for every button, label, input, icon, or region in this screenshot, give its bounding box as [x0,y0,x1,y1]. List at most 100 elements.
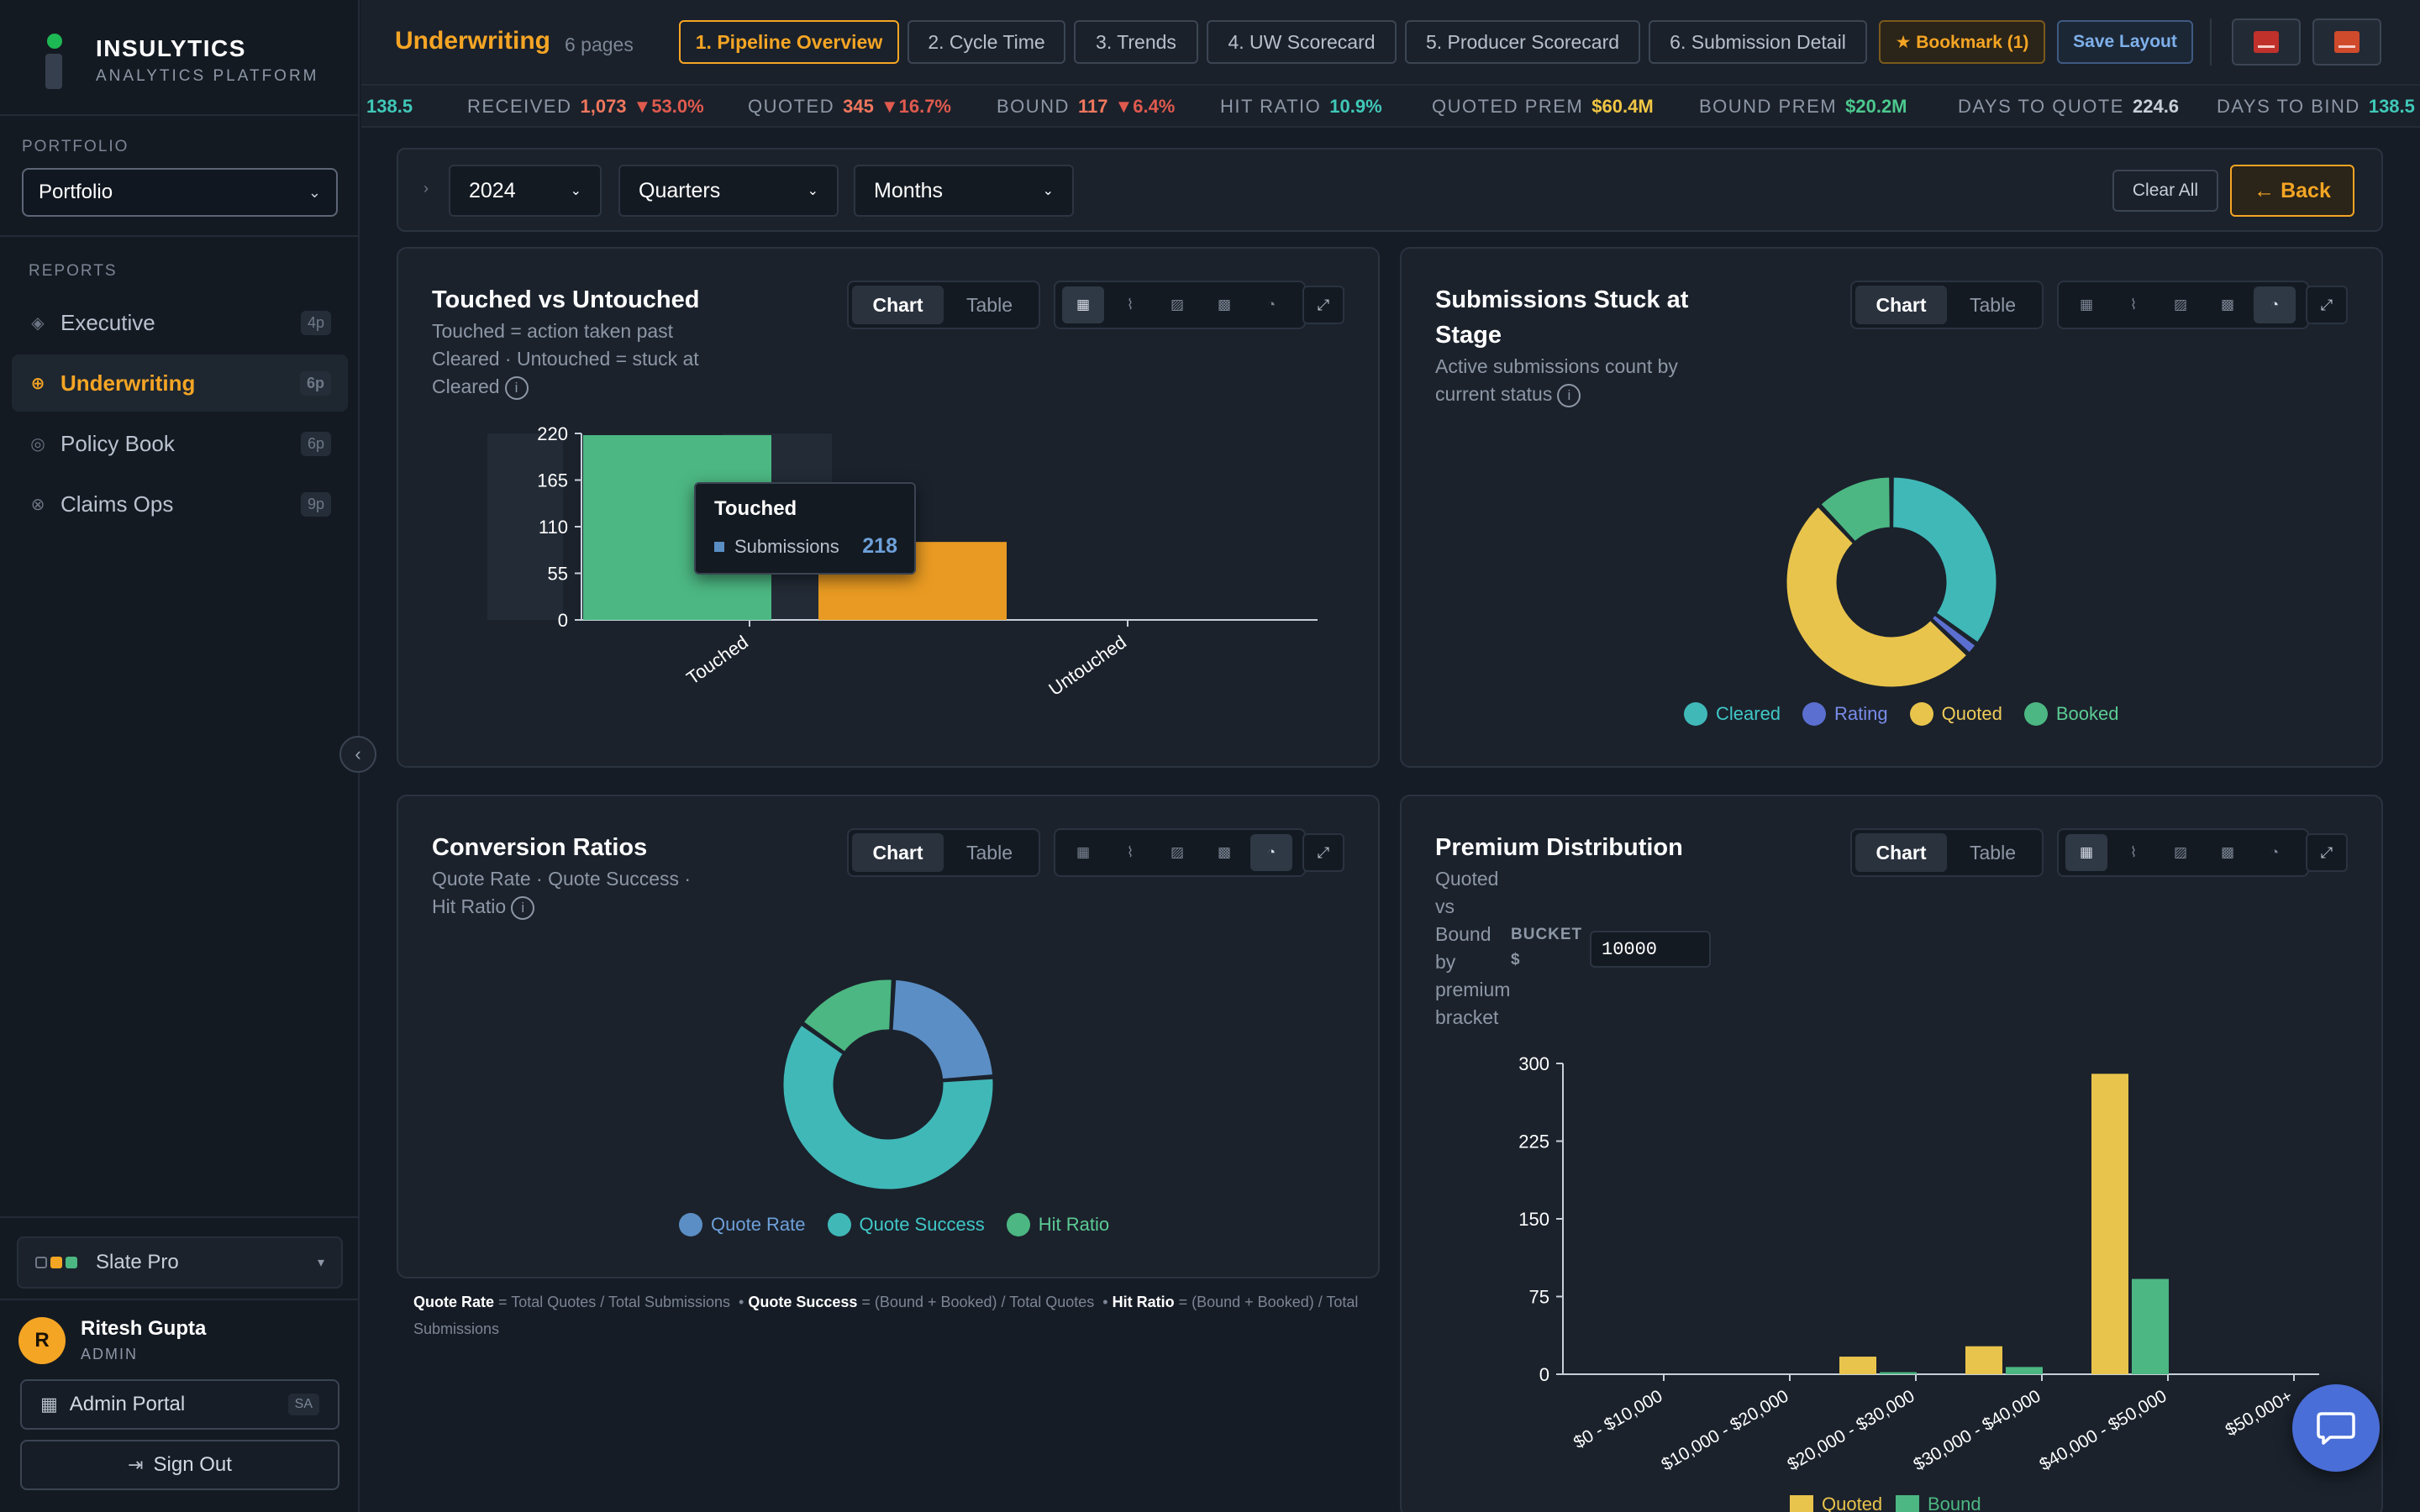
back-button[interactable]: ← Back [2230,165,2354,217]
donut-slice-hit-ratio [800,977,894,1055]
sign-out-label: Sign Out [153,1453,232,1476]
year-select-value: 2024 [469,178,516,202]
expand-button[interactable]: ⤢ [1302,286,1344,324]
year-select[interactable]: 2024 ⌄ [449,165,602,217]
card-subtitle-line: Cleared i [432,373,699,401]
table-view-button[interactable]: Table [1970,293,2016,316]
tab-cycle-time[interactable]: 2. Cycle Time [908,20,1065,64]
theme-select[interactable]: Slate Pro ▾ [17,1236,343,1289]
admin-portal-button[interactable]: ▦ Admin Portal SA [20,1379,339,1430]
formula-term: Quote Rate [413,1294,495,1310]
collapse-sidebar-button[interactable]: ‹ [339,736,376,773]
y-tick-label: 110 [539,517,568,538]
sidebar-item-policy-book[interactable]: ◎ Policy Book 6p [12,415,348,472]
bar-chart-icon[interactable]: ▦ [2065,834,2107,871]
formula-definition: = (Bound + Booked) / Total Submissions [413,1294,1359,1337]
area-chart-icon[interactable]: ▨ [1170,297,1185,312]
sidebar-item-executive[interactable]: ◈ Executive 4p [12,294,348,351]
table-view-button[interactable]: Table [966,841,1013,864]
donut-chart-icon[interactable]: ◔ [2270,844,2280,860]
y-tick-label: 300 [1518,1053,1549,1074]
bookmark-button[interactable]: ★ Bookmark (1) [1879,20,2045,64]
tooltip-row: Submissions [714,536,839,558]
donut-chart-icon[interactable]: ◔ [1250,834,1292,871]
months-select[interactable]: Months ⌄ [854,165,1074,217]
sidebar: INSULYTICS ANALYTICS PLATFORM PORTFOLIO … [0,0,360,1512]
admin-portal-label: Admin Portal [69,1393,186,1415]
quarters-select[interactable]: Quarters ⌄ [618,165,839,217]
table-view-button[interactable]: Table [966,293,1013,316]
export-ppt-button[interactable] [2312,18,2381,66]
bar-chart-icon[interactable]: ▦ [2079,297,2094,312]
info-icon[interactable]: i [504,375,529,400]
card-subtitle-text: current status [1435,383,1553,405]
brand-tagline: ANALYTICS PLATFORM [96,67,319,85]
legend-item[interactable]: Quote Rate [679,1213,806,1236]
stacked-chart-icon[interactable]: ▩ [2220,844,2235,860]
tab-uw-scorecard[interactable]: 4. UW Scorecard [1207,20,1397,64]
donut-slice-cleared [1891,475,1999,646]
sign-out-button[interactable]: ⇥ Sign Out [20,1440,339,1490]
export-pdf-button[interactable] [2232,18,2301,66]
expand-button[interactable]: ⤢ [2306,286,2348,324]
legend-swatch [827,1213,851,1236]
y-tick-label: 165 [537,470,568,491]
page-count-badge: 4p [300,310,331,335]
stacked-chart-icon[interactable]: ▩ [1217,297,1232,312]
area-chart-icon[interactable]: ▨ [1170,844,1185,860]
bar-chart-icon[interactable]: ▦ [1076,844,1091,860]
kpi-value: 224.6 [2132,96,2180,117]
info-icon[interactable]: i [1557,383,1581,407]
chat-button[interactable] [2292,1384,2380,1472]
line-chart-icon[interactable]: ⌇ [2129,297,2138,312]
info-icon[interactable]: i [511,895,535,920]
chart-view-button[interactable]: Chart [852,286,944,324]
tab-submission-detail[interactable]: 6. Submission Detail [1649,20,1867,64]
stacked-chart-icon[interactable]: ▩ [1217,844,1232,860]
line-chart-icon[interactable]: ⌇ [1126,844,1134,860]
x-tick-label: Touched [682,632,751,689]
legend-item[interactable]: Quote Success [827,1213,985,1236]
stacked-chart-icon[interactable]: ▩ [2220,297,2235,312]
caret-right-icon[interactable]: › [424,180,429,197]
y-tick-label: 55 [548,564,568,585]
kpi-value: 1,073 [580,96,627,117]
legend-item[interactable]: Rating [1802,702,1888,726]
line-chart-icon[interactable]: ⌇ [1126,297,1134,312]
table-view-button[interactable]: Table [1970,841,2016,864]
tab-trends[interactable]: 3. Trends [1074,20,1198,64]
stuck-donut-chart [1784,475,1999,690]
expand-button[interactable]: ⤢ [1302,833,1344,872]
kpi-value: 117 [1077,96,1108,117]
area-chart-icon[interactable]: ▨ [2173,844,2188,860]
legend-item[interactable]: Hit Ratio [1006,1213,1109,1236]
expand-icon: ⤢ [2320,843,2333,861]
diamond-icon: ◈ [31,313,45,333]
area-chart-icon[interactable]: ▨ [2173,297,2188,312]
bucket-size-input[interactable] [1590,931,1711,968]
clear-all-button[interactable]: Clear All [2112,170,2218,212]
donut-chart-icon[interactable]: ◔ [2254,286,2296,323]
tab-pipeline-overview[interactable]: 1. Pipeline Overview [679,20,899,64]
save-layout-button[interactable]: Save Layout [2057,20,2193,64]
donut-chart-icon[interactable]: ◔ [1266,297,1276,312]
page-title: Underwriting [395,27,550,55]
chart-view-button[interactable]: Chart [1855,833,1947,872]
line-chart-icon[interactable]: ⌇ [2129,844,2138,860]
axis-highlight-band [487,433,563,620]
card-title: Premium Distribution [1435,834,1683,861]
series-swatch [714,542,724,552]
kpi-hit-ratio: HIT RATIO 10.9% [1220,96,1389,118]
sidebar-item-claims-ops[interactable]: ⊗ Claims Ops 9p [12,475,348,533]
portfolio-select[interactable]: Portfolio ⌄ [22,168,338,217]
chart-view-button[interactable]: Chart [1855,286,1947,324]
chart-view-button[interactable]: Chart [852,833,944,872]
expand-button[interactable]: ⤢ [2306,833,2348,872]
bar-chart-icon[interactable]: ▦ [1062,286,1104,323]
legend-item[interactable]: Cleared [1684,702,1781,726]
tab-producer-scorecard[interactable]: 5. Producer Scorecard [1405,20,1640,64]
legend-item[interactable]: Booked [2023,702,2118,726]
legend-item[interactable]: Quoted [1909,702,2002,726]
sidebar-item-underwriting[interactable]: ⊕ Underwriting 6p [12,354,348,412]
x-tick-label: $40,000 - $50,000 [2036,1386,2170,1474]
